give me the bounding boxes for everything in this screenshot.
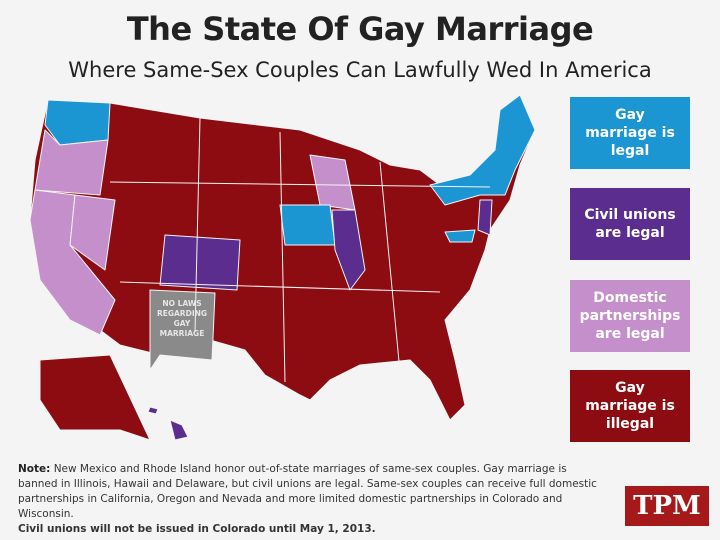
new-england-ny <box>429 94 536 206</box>
state-il <box>331 209 366 291</box>
state-nm <box>149 289 216 371</box>
no-laws-line: NO LAWS <box>162 299 201 308</box>
state-hi-island <box>147 406 159 415</box>
note-label: Note: <box>18 463 51 475</box>
note: Note: New Mexico and Rhode Island honor … <box>18 462 608 537</box>
state-wa <box>44 99 111 146</box>
state-border <box>379 161 401 373</box>
no-laws-line: MARRIAGE <box>160 329 205 338</box>
no-laws-line: GAY <box>174 319 191 328</box>
state-co <box>159 234 241 291</box>
us-map: NO LAWS REGARDING GAY MARRIAGE <box>29 94 536 441</box>
note-text: New Mexico and Rhode Island honor out-of… <box>18 463 597 520</box>
legend-item: Gay marriage is illegal <box>570 370 690 442</box>
legend-item: Gay marriage is legal <box>570 97 690 169</box>
state-hi <box>169 419 189 441</box>
state-border <box>119 281 441 293</box>
state-nj <box>477 199 493 236</box>
logo: TPM <box>625 486 709 526</box>
no-laws-label: NO LAWS REGARDING GAY MARRIAGE <box>157 299 207 338</box>
state-ia <box>279 204 336 246</box>
legend-item: Domestic partnerships are legal <box>570 280 690 352</box>
footnote: Civil unions will not be issued in Color… <box>18 523 376 535</box>
state-border <box>194 117 201 333</box>
state-ak <box>39 354 151 441</box>
state-md <box>444 229 476 243</box>
title: The State Of Gay Marriage <box>126 10 594 48</box>
state-border <box>279 131 286 383</box>
subtitle: Where Same-Sex Couples Can Lawfully Wed … <box>68 58 652 82</box>
state-or <box>34 129 109 196</box>
state-border <box>109 181 491 188</box>
state-nv <box>69 194 116 271</box>
legend-item: Civil unions are legal <box>570 188 690 260</box>
no-laws-line: REGARDING <box>157 309 207 318</box>
